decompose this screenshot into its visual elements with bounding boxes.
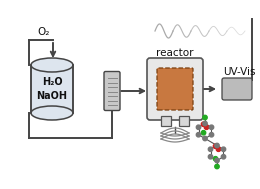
FancyBboxPatch shape: [157, 68, 193, 110]
FancyBboxPatch shape: [104, 71, 120, 111]
Circle shape: [216, 147, 221, 151]
Text: UV-Vis: UV-Vis: [223, 67, 255, 77]
Circle shape: [208, 147, 213, 151]
Circle shape: [213, 144, 218, 148]
Text: NaOH: NaOH: [36, 91, 68, 101]
Circle shape: [203, 136, 207, 141]
Circle shape: [196, 132, 201, 137]
FancyBboxPatch shape: [147, 58, 203, 120]
Circle shape: [204, 125, 209, 129]
Circle shape: [215, 164, 219, 169]
Circle shape: [213, 156, 218, 161]
Circle shape: [203, 115, 207, 120]
Circle shape: [196, 125, 201, 129]
Circle shape: [208, 155, 213, 159]
Circle shape: [201, 122, 206, 126]
Circle shape: [221, 147, 226, 151]
Circle shape: [215, 158, 219, 163]
Circle shape: [215, 143, 219, 148]
Text: H₂O: H₂O: [42, 77, 62, 87]
Ellipse shape: [31, 106, 73, 120]
Bar: [179, 116, 189, 126]
Bar: [32, 64, 72, 114]
FancyBboxPatch shape: [222, 78, 252, 100]
Circle shape: [221, 155, 226, 159]
Ellipse shape: [31, 58, 73, 72]
Text: reactor: reactor: [156, 48, 194, 58]
Circle shape: [209, 125, 214, 129]
Circle shape: [209, 132, 214, 137]
Circle shape: [203, 121, 207, 126]
Text: O₂: O₂: [38, 27, 50, 37]
Bar: [161, 116, 171, 126]
Circle shape: [201, 131, 206, 135]
Bar: [31, 65, 73, 113]
